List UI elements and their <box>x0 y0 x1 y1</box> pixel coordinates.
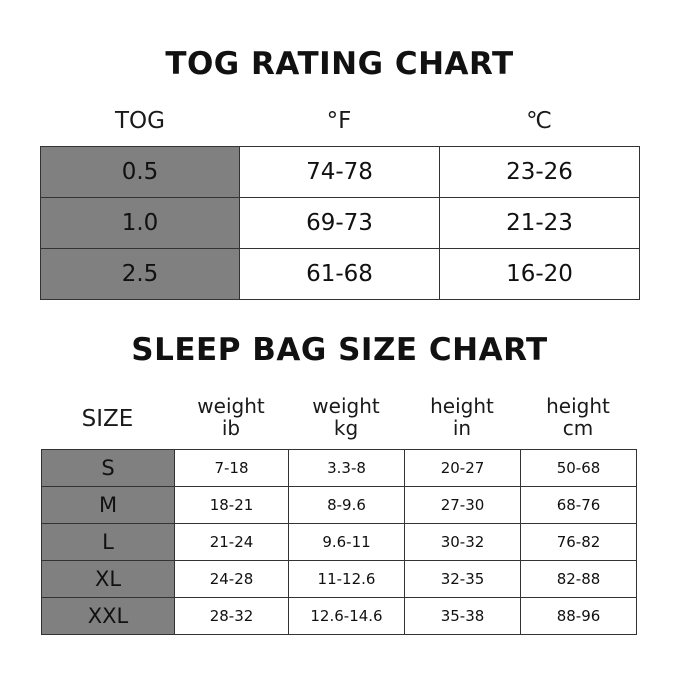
table-cell: 30-32 <box>404 523 521 561</box>
tog-row: 1.0 69-73 21-23 <box>40 197 640 249</box>
table-cell: 76-82 <box>520 523 637 561</box>
size-row: M 18-21 8-9.6 27-30 68-76 <box>41 486 637 524</box>
table-cell: 32-35 <box>404 560 521 598</box>
row-label-cell: 0.5 <box>40 146 240 198</box>
table-cell: 74-78 <box>239 146 440 198</box>
row-label-cell: XL <box>41 560 175 598</box>
tog-chart-title: TOG RATING CHART <box>165 46 514 82</box>
size-row: XXL 28-32 12.6-14.6 35-38 88-96 <box>41 597 637 635</box>
table-cell: 11-12.6 <box>288 560 405 598</box>
table-cell: 23-26 <box>439 146 640 198</box>
table-cell: 27-30 <box>404 486 521 524</box>
table-cell: 28-32 <box>174 597 289 635</box>
table-cell: 7-18 <box>174 449 289 487</box>
tog-header: TOG <box>115 108 165 134</box>
table-cell: 8-9.6 <box>288 486 405 524</box>
table-cell: 21-23 <box>439 197 640 249</box>
weight-kg-header: weight kg <box>312 394 380 440</box>
tog-row: 2.5 61-68 16-20 <box>40 248 640 300</box>
table-cell: 35-38 <box>404 597 521 635</box>
table-cell: 12.6-14.6 <box>288 597 405 635</box>
table-cell: 69-73 <box>239 197 440 249</box>
row-label-cell: 1.0 <box>40 197 240 249</box>
table-cell: 50-68 <box>520 449 637 487</box>
table-cell: 9.6-11 <box>288 523 405 561</box>
row-label-cell: S <box>41 449 175 487</box>
tog-row: 0.5 74-78 23-26 <box>40 146 640 198</box>
table-cell: 20-27 <box>404 449 521 487</box>
table-cell: 18-21 <box>174 486 289 524</box>
table-cell: 82-88 <box>520 560 637 598</box>
table-cell: 3.3-8 <box>288 449 405 487</box>
size-chart-title: SLEEP BAG SIZE CHART <box>131 332 548 368</box>
row-label-cell: M <box>41 486 175 524</box>
table-cell: 24-28 <box>174 560 289 598</box>
size-header: SIZE <box>81 406 134 432</box>
height-in-header: height in <box>430 394 494 440</box>
size-table: S 7-18 3.3-8 20-27 50-68 M 18-21 8-9.6 27-30 68-7… <box>41 449 637 635</box>
table-cell: 61-68 <box>239 248 440 300</box>
table-cell: 21-24 <box>174 523 289 561</box>
row-label-cell: XXL <box>41 597 175 635</box>
weight-lb-header: weight ib <box>197 394 265 440</box>
size-row: S 7-18 3.3-8 20-27 50-68 <box>41 449 637 487</box>
row-label-cell: 2.5 <box>40 248 240 300</box>
table-cell: 88-96 <box>520 597 637 635</box>
row-label-cell: L <box>41 523 175 561</box>
tog-rating-table: 0.5 74-78 23-26 1.0 69-73 21-23 2.5 61-68 16-20 <box>40 146 640 300</box>
fahrenheit-header: °F <box>326 108 352 134</box>
celsius-header: ℃ <box>526 108 552 134</box>
size-row: L 21-24 9.6-11 30-32 76-82 <box>41 523 637 561</box>
size-row: XL 24-28 11-12.6 32-35 82-88 <box>41 560 637 598</box>
height-cm-header: height cm <box>546 394 610 440</box>
table-cell: 16-20 <box>439 248 640 300</box>
table-cell: 68-76 <box>520 486 637 524</box>
